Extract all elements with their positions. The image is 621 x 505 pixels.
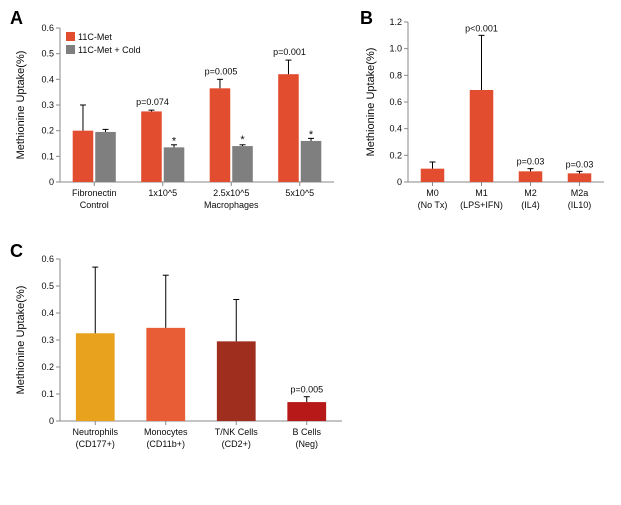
svg-text:0.1: 0.1: [41, 151, 54, 161]
svg-text:Methionine Uptake(%): Methionine Uptake(%): [365, 48, 377, 157]
chart-a: 0 0.1 0.2 0.3 0.4 0.5 0.6 Methionine Uptake(%) 1…: [10, 10, 340, 230]
svg-text:0: 0: [49, 177, 54, 187]
svg-text:0.4: 0.4: [389, 124, 402, 134]
svg-text:0.6: 0.6: [41, 23, 54, 33]
svg-text:(CD177+): (CD177+): [76, 439, 115, 449]
panel-letter-c: C: [10, 241, 23, 262]
svg-text:(No Tx): (No Tx): [418, 200, 448, 210]
svg-text:p=0.001: p=0.001: [273, 47, 306, 57]
svg-text:M2a: M2a: [571, 188, 589, 198]
svg-text:M0: M0: [426, 188, 439, 198]
svg-text:0.4: 0.4: [41, 74, 54, 84]
svg-text:*: *: [240, 134, 245, 146]
svg-text:0.5: 0.5: [41, 49, 54, 59]
svg-text:0: 0: [397, 177, 402, 187]
svg-text:Methionine Uptake(%): Methionine Uptake(%): [15, 51, 27, 160]
svg-text:p<0.001: p<0.001: [465, 23, 498, 33]
svg-text:0.4: 0.4: [41, 308, 54, 318]
svg-text:0: 0: [49, 416, 54, 426]
svg-text:M2: M2: [524, 188, 537, 198]
svg-text:p=0.005: p=0.005: [205, 66, 238, 76]
svg-text:(CD2+): (CD2+): [222, 439, 251, 449]
svg-text:0.2: 0.2: [41, 362, 54, 372]
svg-text:1.0: 1.0: [389, 44, 402, 54]
svg-text:(Neg): (Neg): [295, 439, 318, 449]
svg-text:0.2: 0.2: [389, 150, 402, 160]
svg-text:p=0.03: p=0.03: [566, 159, 594, 169]
svg-text:(LPS+IFN): (LPS+IFN): [460, 200, 503, 210]
svg-text:0.3: 0.3: [41, 335, 54, 345]
panel-a: A 0 0.1 0.2 0.3 0.4 0.5 0.6 Methionine Uptake(%…: [10, 10, 340, 235]
svg-text:Control: Control: [80, 200, 109, 210]
svg-text:p=0.03: p=0.03: [517, 157, 545, 167]
svg-text:11C-Met: 11C-Met: [78, 32, 112, 42]
svg-text:Monocytes: Monocytes: [144, 427, 188, 437]
svg-text:1x10^5: 1x10^5: [148, 188, 177, 198]
svg-text:2.5x10^5: 2.5x10^5: [213, 188, 249, 198]
svg-text:11C-Met + Cold: 11C-Met + Cold: [78, 45, 141, 55]
svg-text:0.6: 0.6: [41, 254, 54, 264]
svg-text:1.2: 1.2: [389, 17, 402, 27]
svg-text:p=0.074: p=0.074: [136, 97, 169, 107]
svg-text:(IL10): (IL10): [568, 200, 592, 210]
svg-text:Methionine Uptake(%): Methionine Uptake(%): [15, 286, 27, 395]
svg-text:5x10^5: 5x10^5: [285, 188, 314, 198]
svg-text:Neutrophils: Neutrophils: [72, 427, 118, 437]
svg-text:(CD11b+): (CD11b+): [146, 439, 185, 449]
panel-letter-a: A: [10, 8, 23, 29]
chart-b: 0 0.2 0.4 0.6 0.8 1.0 1.2 Methionine Uptake(%) M…: [360, 10, 610, 230]
chart-c: 0 0.1 0.2 0.3 0.4 0.5 0.6 Methionine Uptake(%) N…: [10, 243, 350, 473]
svg-text:p=0.005: p=0.005: [290, 385, 323, 395]
svg-text:T/NK Cells: T/NK Cells: [215, 427, 259, 437]
svg-text:*: *: [172, 135, 177, 147]
panel-b: B 0 0.2 0.4 0.6 0.8 1.0 1.2 Methionine Uptake(%…: [360, 10, 610, 235]
svg-text:0.5: 0.5: [41, 281, 54, 291]
svg-text:Macrophages: Macrophages: [204, 200, 259, 210]
svg-text:*: *: [309, 129, 314, 141]
panel-letter-b: B: [360, 8, 373, 29]
svg-text:0.2: 0.2: [41, 126, 54, 136]
svg-text:B Cells: B Cells: [292, 427, 321, 437]
panel-c: C 0 0.1 0.2 0.3 0.4 0.5 0.6 Methionine Uptake(%…: [10, 243, 611, 478]
svg-text:0.3: 0.3: [41, 100, 54, 110]
svg-text:Fibronectin: Fibronectin: [72, 188, 117, 198]
svg-text:0.8: 0.8: [389, 70, 402, 80]
svg-text:M1: M1: [475, 188, 488, 198]
svg-text:0.6: 0.6: [389, 97, 402, 107]
svg-text:0.1: 0.1: [41, 389, 54, 399]
svg-text:(IL4): (IL4): [521, 200, 540, 210]
